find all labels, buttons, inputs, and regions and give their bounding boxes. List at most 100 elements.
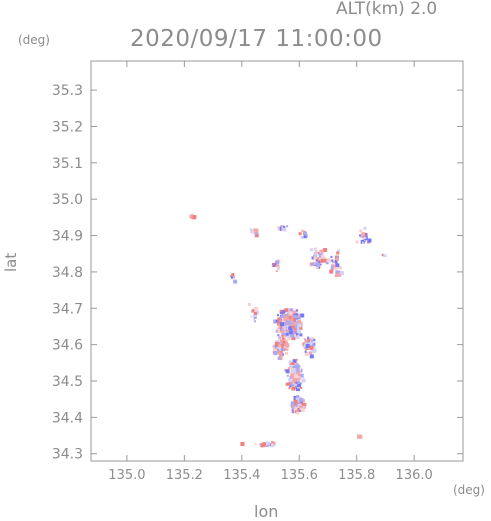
- data-point: [301, 229, 304, 232]
- data-point: [295, 381, 298, 384]
- data-point: [287, 382, 291, 386]
- data-point: [281, 334, 284, 337]
- data-point: [300, 313, 305, 318]
- data-point: [280, 315, 285, 320]
- data-point: [277, 226, 282, 231]
- data-point: [273, 319, 278, 324]
- data-point: [335, 266, 338, 270]
- data-point: [279, 350, 283, 354]
- data-point: [280, 344, 284, 349]
- data-point: [189, 214, 194, 219]
- data-point: [295, 315, 299, 319]
- data-point: [278, 323, 282, 327]
- plot-frame: [90, 60, 464, 462]
- data-point: [277, 327, 280, 330]
- data-point: [265, 441, 270, 446]
- x-axis-label: lon: [254, 502, 279, 521]
- data-point: [274, 341, 279, 346]
- data-point: [282, 308, 285, 311]
- data-point: [339, 266, 342, 270]
- data-point: [359, 235, 362, 238]
- data-point: [275, 319, 279, 323]
- data-point: [273, 264, 276, 267]
- data-point: [282, 310, 286, 314]
- data-point: [335, 263, 340, 268]
- data-point: [277, 334, 280, 337]
- data-point: [300, 386, 303, 389]
- data-point: [277, 329, 281, 332]
- data-point: [315, 265, 319, 269]
- data-point: [277, 338, 280, 341]
- data-point: [331, 259, 334, 262]
- data-point: [337, 249, 341, 253]
- data-point: [291, 386, 296, 391]
- y-tick-label: 34.6: [52, 338, 83, 354]
- data-point: [283, 225, 286, 228]
- data-point: [291, 365, 295, 370]
- data-point: [320, 254, 324, 258]
- data-point: [302, 403, 307, 407]
- data-point: [293, 333, 296, 337]
- data-point: [254, 320, 256, 323]
- data-point: [270, 443, 275, 448]
- data-point: [291, 404, 294, 407]
- data-point: [298, 368, 301, 372]
- data-point: [306, 351, 308, 354]
- data-point: [304, 350, 307, 353]
- data-point: [273, 345, 276, 348]
- data-point: [296, 336, 300, 339]
- data-point: [313, 261, 318, 266]
- data-point: [295, 403, 298, 406]
- data-point: [282, 335, 285, 338]
- data-point: [287, 314, 291, 318]
- data-point: [335, 257, 339, 261]
- data-point: [292, 382, 295, 385]
- data-point: [282, 340, 286, 344]
- data-point: [298, 320, 302, 324]
- data-point: [272, 345, 275, 348]
- data-point: [293, 324, 298, 329]
- data-point: [304, 340, 308, 344]
- data-point: [359, 234, 362, 237]
- data-point: [295, 397, 300, 402]
- x-tick-label: 135.6: [281, 468, 318, 483]
- y-tick-label: 34.4: [52, 410, 83, 426]
- data-point: [288, 330, 293, 335]
- data-point: [283, 228, 287, 232]
- y-axis-unit: (deg): [18, 33, 50, 47]
- data-point: [294, 327, 298, 331]
- y-tick-label: 35.2: [52, 119, 83, 135]
- data-point: [284, 369, 287, 372]
- data-point: [294, 377, 299, 382]
- data-point: [275, 330, 278, 333]
- data-point: [301, 378, 306, 383]
- data-point: [299, 333, 303, 337]
- data-point: [275, 269, 278, 272]
- data-point: [311, 262, 315, 266]
- data-point: [279, 336, 282, 339]
- data-point: [310, 343, 315, 348]
- data-point: [232, 276, 235, 279]
- data-point: [295, 358, 298, 361]
- x-ticks: 135.0 135.2 135.4 135.6 135.8 136.0: [108, 61, 433, 483]
- data-point: [280, 322, 284, 327]
- data-point: [297, 383, 301, 387]
- data-point: [285, 314, 289, 318]
- data-point: [254, 311, 257, 315]
- data-point: [314, 247, 317, 251]
- data-point: [282, 331, 286, 336]
- data-point: [283, 336, 286, 338]
- data-point: [311, 256, 315, 260]
- data-point: [233, 279, 238, 284]
- data-point: [251, 309, 255, 313]
- data-point: [293, 310, 297, 314]
- y-tick-label: 34.7: [52, 301, 83, 317]
- data-point: [316, 262, 321, 267]
- data-point: [282, 319, 287, 324]
- data-point: [332, 261, 335, 264]
- data-point: [250, 315, 253, 318]
- data-point: [361, 232, 366, 237]
- y-tick-label: 35.3: [52, 83, 83, 99]
- data-point: [335, 270, 340, 275]
- data-point: [298, 232, 302, 236]
